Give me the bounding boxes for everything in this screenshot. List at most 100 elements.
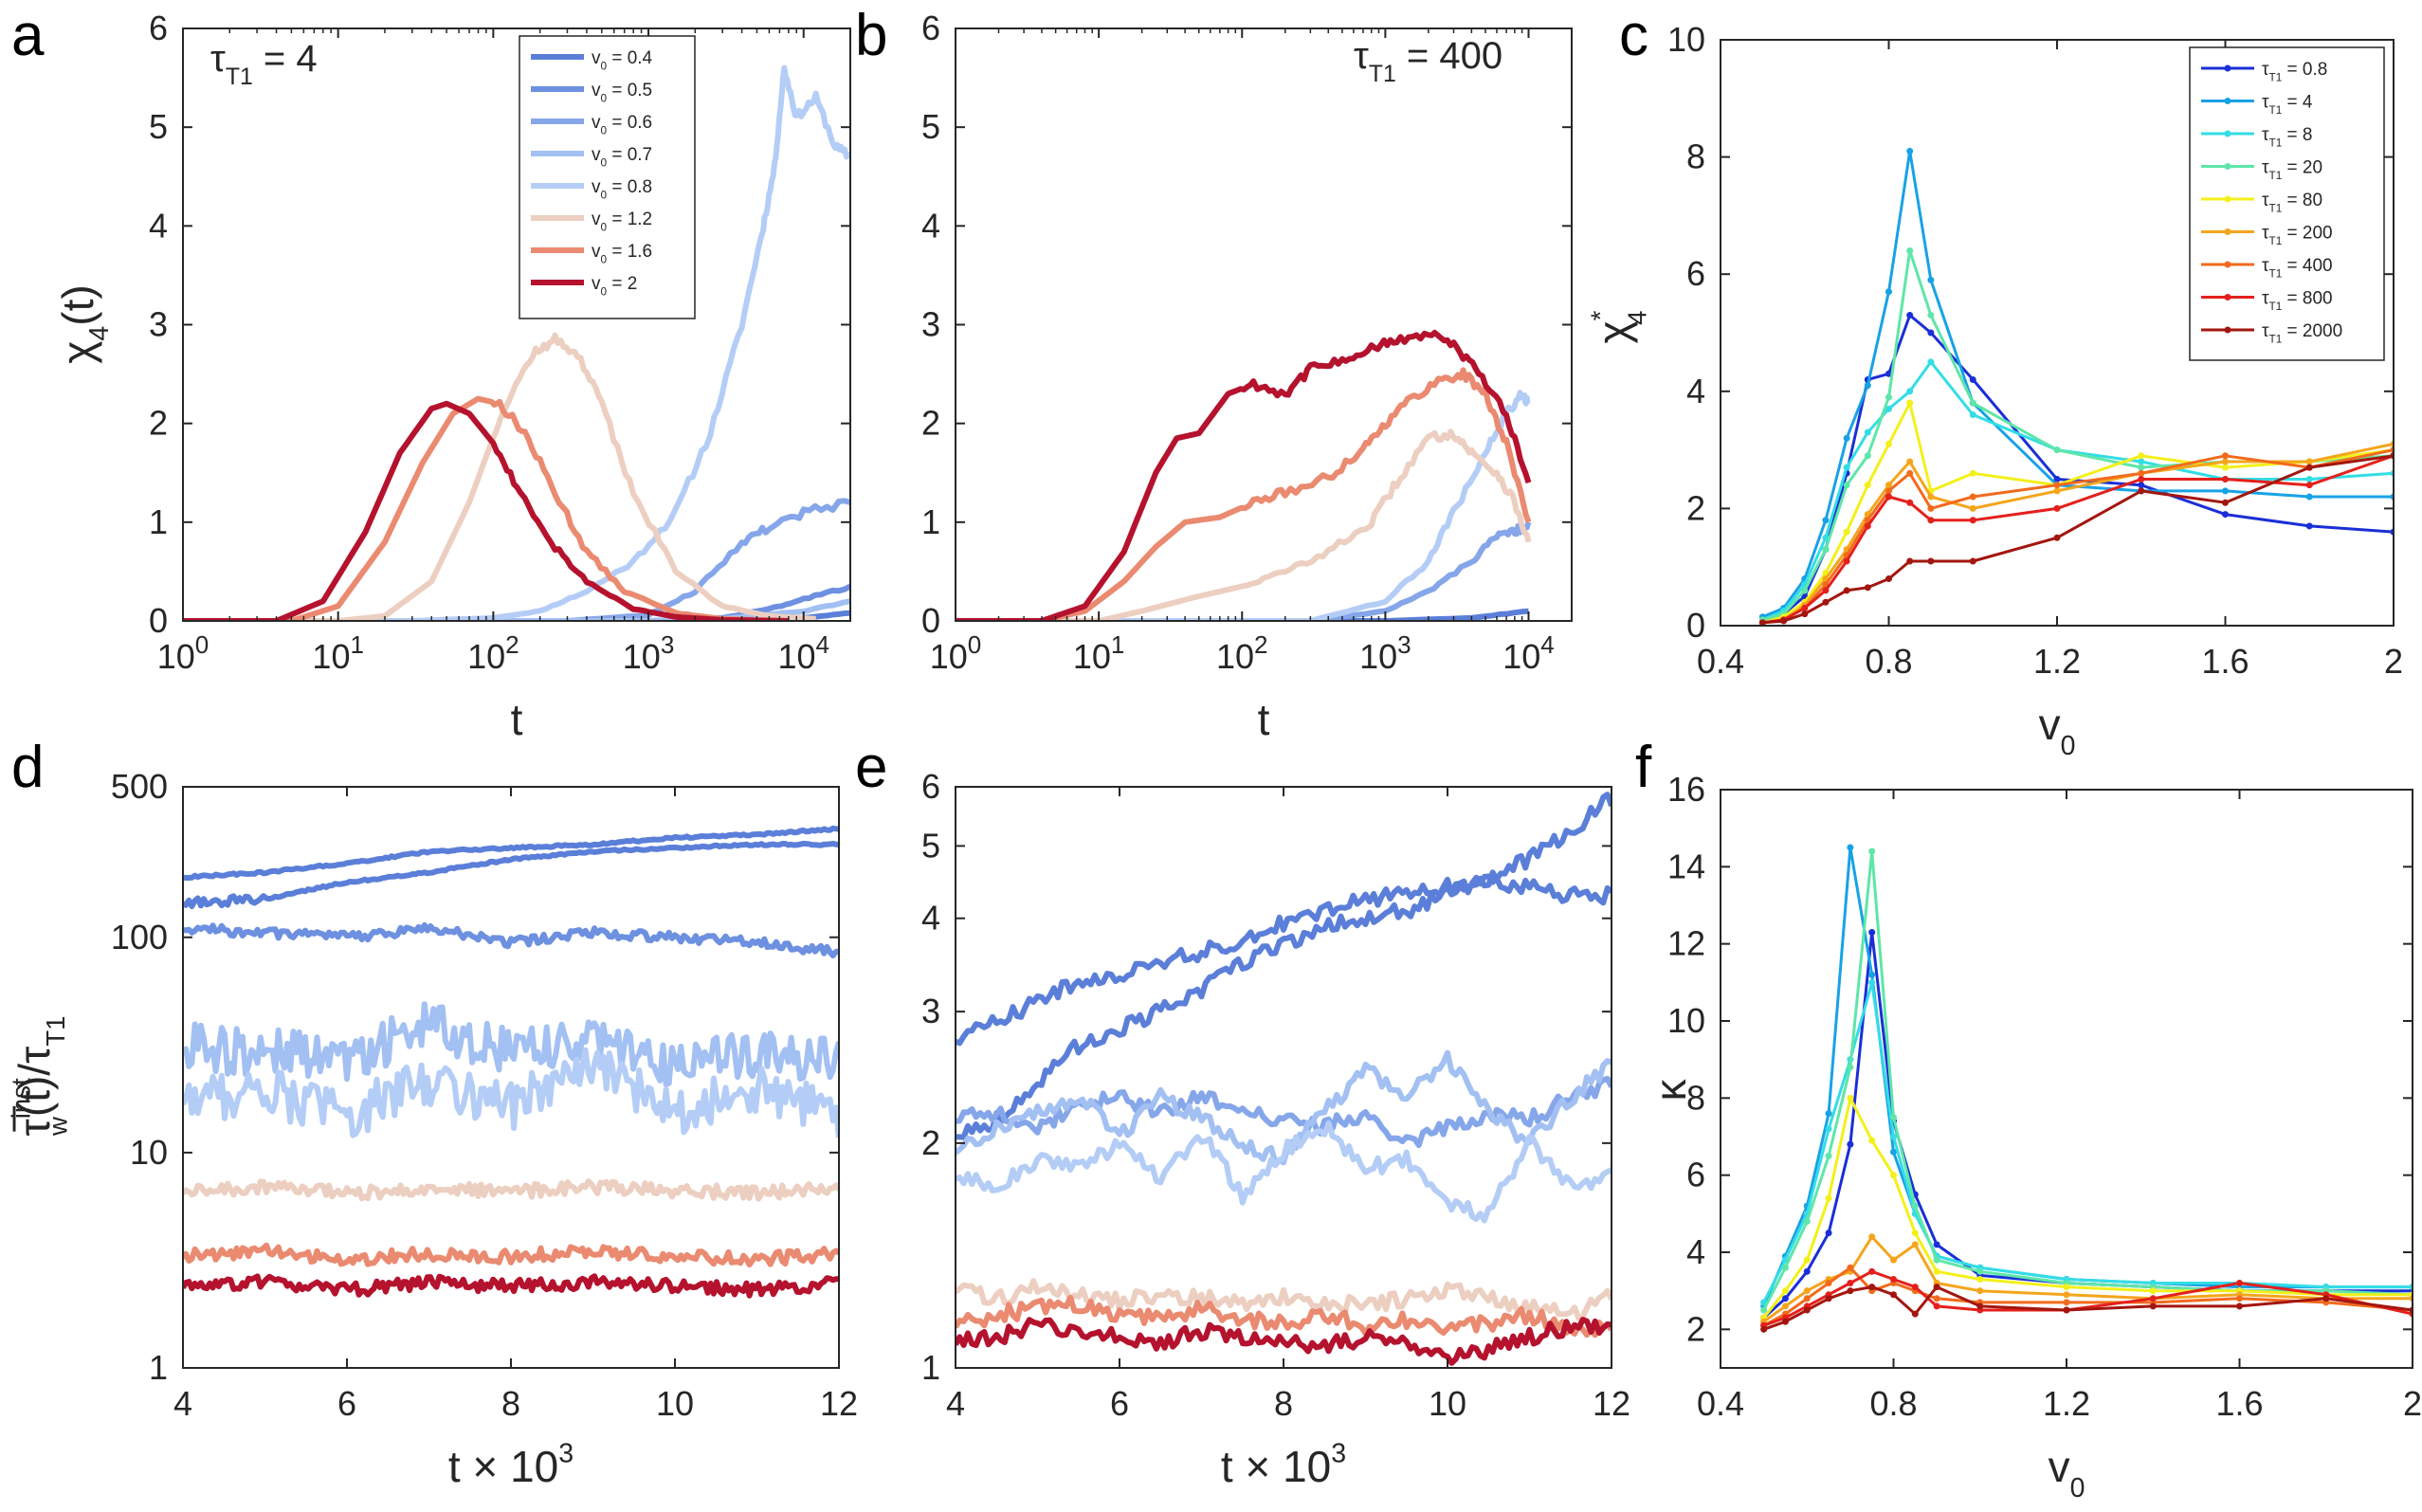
series-d-5 xyxy=(183,1178,839,1202)
xtick-label-b-3: 103 xyxy=(1359,630,1411,676)
point-f-8-13 xyxy=(2322,1295,2330,1303)
ytick-label-c-4: 8 xyxy=(1686,137,1705,176)
legend-label-c-1: τT1 = 4 xyxy=(2262,93,2313,118)
ytick-label-e-2: 3 xyxy=(921,992,940,1030)
point-f-8-7 xyxy=(1911,1310,1919,1318)
panel-b: b 100 101 102 103 104 0 1 2 3 4 5 6 t τT1 = 400 xyxy=(855,3,1573,744)
xtick-label-f-2: 1.2 xyxy=(2043,1384,2090,1423)
series-f-1 xyxy=(1762,846,2413,1307)
legend-label-a-7: v0 = 2 xyxy=(592,274,637,299)
panel-label-c: c xyxy=(1619,3,1648,68)
ytick-label-c-0: 0 xyxy=(1686,606,1705,645)
point-c-2-9 xyxy=(1969,411,1976,419)
ylabel-a: χ4(t) xyxy=(53,284,115,363)
point-f-7-11 xyxy=(2149,1295,2157,1303)
xtick-label-a-4: 104 xyxy=(777,630,829,676)
point-f-3-7 xyxy=(1911,1202,1919,1210)
point-f-0-4 xyxy=(1847,1140,1854,1148)
xlabel-b: t xyxy=(1258,695,1270,744)
point-f-3-4 xyxy=(1847,1064,1854,1071)
point-c-1-4 xyxy=(1843,434,1850,442)
point-c-7-2 xyxy=(1801,604,1809,611)
series-e-5 xyxy=(956,1278,1612,1321)
point-c-8-5 xyxy=(1864,584,1871,592)
point-c-1-5 xyxy=(1864,382,1871,390)
ytick-label-f-7: 16 xyxy=(1667,770,1705,809)
series-a-4 xyxy=(183,64,850,621)
point-f-1-5 xyxy=(1868,971,1876,978)
xtick-label-c-3: 1.6 xyxy=(2201,642,2249,681)
xlabel-e: t × 103 xyxy=(1221,1438,1346,1491)
panel-label-e: e xyxy=(855,735,887,800)
point-c-0-12 xyxy=(2222,511,2229,519)
point-c-0-11 xyxy=(2138,482,2145,489)
xtick-label-d-2: 8 xyxy=(501,1384,520,1423)
point-c-7-3 xyxy=(1822,587,1830,594)
series-e-1 xyxy=(956,792,1612,1140)
point-c-5-13 xyxy=(2305,458,2313,465)
point-f-8-9 xyxy=(1976,1303,1984,1310)
legend-c: τT1 = 0.8 τT1 = 4 τT1 = 8 τT1 = 20 τT1 = 80 τ… xyxy=(2189,46,2385,361)
point-f-5-6 xyxy=(1890,1256,1897,1264)
legend-label-c-4: τT1 = 80 xyxy=(2262,191,2322,215)
xlabel-d: t × 103 xyxy=(448,1438,574,1491)
series-d-3 xyxy=(183,1001,839,1087)
ytick-label-c-2: 4 xyxy=(1686,372,1705,410)
ytick-label-d-2: 100 xyxy=(111,918,168,956)
point-c-1-7 xyxy=(1906,147,1914,155)
ytick-label-a-5: 5 xyxy=(149,107,168,146)
point-f-2-5 xyxy=(1868,978,1876,986)
series-e-4 xyxy=(956,1120,1612,1224)
point-f-3-3 xyxy=(1825,1152,1832,1159)
point-c-2-4 xyxy=(1843,464,1850,471)
point-f-6-8 xyxy=(1933,1295,1940,1303)
ytick-label-a-2: 2 xyxy=(149,404,168,443)
point-f-8-10 xyxy=(2063,1306,2070,1314)
point-f-8-8 xyxy=(1933,1284,1940,1291)
xtick-label-e-2: 8 xyxy=(1274,1384,1293,1423)
series-e-6 xyxy=(956,1294,1612,1339)
point-f-5-2 xyxy=(1803,1287,1811,1295)
point-f-0-5 xyxy=(1868,928,1876,936)
point-f-7-6 xyxy=(1890,1275,1897,1283)
ytick-label-e-5: 6 xyxy=(921,767,940,806)
point-c-4-11 xyxy=(2138,452,2145,460)
xtick-label-b-0: 100 xyxy=(930,630,982,676)
ytick-label-b-3: 3 xyxy=(921,305,940,344)
point-c-8-7 xyxy=(1906,557,1914,565)
point-c-2-13 xyxy=(2305,476,2313,483)
point-c-3-7 xyxy=(1906,246,1914,254)
point-f-8-2 xyxy=(1803,1306,1811,1314)
point-f-7-4 xyxy=(1847,1280,1854,1287)
series-c-6 xyxy=(1762,448,2394,625)
point-f-4-8 xyxy=(1933,1267,1940,1275)
ytick-label-b-1: 1 xyxy=(921,502,940,541)
point-f-6-10 xyxy=(2063,1299,2070,1306)
point-c-4-12 xyxy=(2222,464,2229,471)
point-c-7-7 xyxy=(1906,499,1914,506)
xtick-label-a-1: 101 xyxy=(312,630,364,676)
point-c-8-13 xyxy=(2305,464,2313,471)
point-c-3-9 xyxy=(1969,399,1976,407)
series-c-2 xyxy=(1761,360,2394,622)
series-d-2 xyxy=(183,921,839,959)
point-c-8-12 xyxy=(2222,499,2229,506)
ytick-label-f-1: 4 xyxy=(1686,1232,1705,1271)
point-f-3-8 xyxy=(1933,1256,1940,1264)
ytick-label-f-0: 2 xyxy=(1686,1309,1705,1348)
ytick-label-e-0: 1 xyxy=(921,1348,940,1387)
point-f-2-6 xyxy=(1890,1133,1897,1140)
point-c-5-10 xyxy=(2053,487,2061,495)
ytick-label-b-4: 4 xyxy=(921,206,940,245)
ytick-label-f-2: 6 xyxy=(1686,1156,1705,1194)
panel-label-b: b xyxy=(855,3,887,68)
xtick-label-a-2: 102 xyxy=(467,630,519,676)
point-f-7-12 xyxy=(2236,1280,2243,1287)
legend-label-a-0: v0 = 0.4 xyxy=(592,48,653,73)
point-c-1-12 xyxy=(2222,487,2229,495)
point-f-4-2 xyxy=(1803,1256,1811,1264)
point-c-4-5 xyxy=(1864,482,1871,489)
series-b-5 xyxy=(956,329,1532,621)
